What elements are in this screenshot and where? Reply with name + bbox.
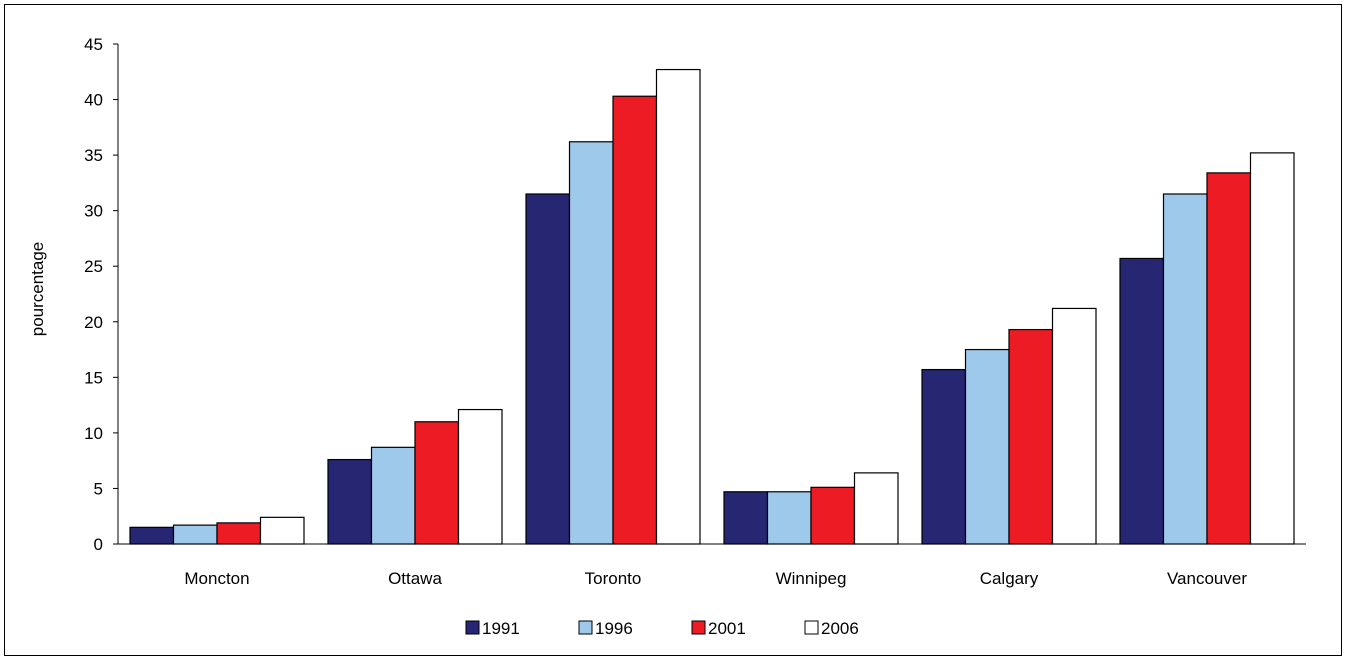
- bar-moncton-2001: [216, 522, 262, 545]
- y-tick-label: 0: [94, 535, 103, 554]
- bar-moncton-2006: [259, 516, 305, 545]
- bar-moncton-1996: [172, 524, 218, 545]
- bar-ottawa-2001: [414, 421, 460, 545]
- bar-toronto-2006: [655, 68, 701, 545]
- x-tick-label: Ottawa: [388, 569, 442, 588]
- bar-vancouver-2006: [1249, 152, 1295, 545]
- bar-toronto-1996: [568, 141, 614, 545]
- legend-swatch-1996: [578, 620, 593, 635]
- x-labels-group: Moncton Ottawa Toronto Winnipeg Calgary Vanco…: [184, 569, 1247, 588]
- bar-winnipeg-2006: [853, 472, 899, 545]
- x-tick-label: Moncton: [184, 569, 249, 588]
- bar-ottawa-1991: [327, 458, 373, 545]
- y-tick-label: 15: [84, 368, 103, 387]
- legend-swatch-2001: [691, 620, 706, 635]
- y-ticks-group: 0 5 10 15 20 25 30 35 40 45: [84, 35, 118, 554]
- bar-ottawa-2006: [457, 408, 503, 545]
- legend-label-2006: 2006: [821, 619, 859, 638]
- y-tick-label: 25: [84, 257, 103, 276]
- bar-moncton-1991: [129, 526, 175, 545]
- bars-group: [129, 68, 1295, 545]
- bar-vancouver-1991: [1119, 257, 1165, 545]
- legend-swatch-1991: [465, 620, 480, 635]
- bar-ottawa-1996: [370, 446, 416, 545]
- bar-winnipeg-1996: [766, 491, 812, 545]
- y-tick-label: 40: [84, 91, 103, 110]
- bar-calgary-2006: [1051, 307, 1097, 545]
- y-tick-label: 35: [84, 146, 103, 165]
- bar-winnipeg-1991: [723, 491, 769, 545]
- legend: 1991 1996 2001 2006: [465, 619, 859, 638]
- bar-toronto-1991: [525, 193, 571, 545]
- legend-label-1991: 1991: [482, 619, 520, 638]
- bar-calgary-1991: [921, 368, 967, 545]
- x-tick-label: Toronto: [585, 569, 642, 588]
- y-tick-label: 45: [84, 35, 103, 54]
- y-tick-label: 30: [84, 202, 103, 221]
- legend-label-1996: 1996: [595, 619, 633, 638]
- y-axis-title: pourcentage: [28, 242, 47, 337]
- y-tick-label: 5: [94, 479, 103, 498]
- x-tick-label: Calgary: [980, 569, 1039, 588]
- legend-swatch-2006: [804, 620, 819, 635]
- bar-vancouver-2001: [1206, 172, 1252, 545]
- bar-toronto-2001: [612, 95, 658, 545]
- bar-vancouver-1996: [1162, 193, 1208, 545]
- legend-label-2001: 2001: [708, 619, 746, 638]
- x-tick-label: Winnipeg: [776, 569, 847, 588]
- axes-group: [117, 44, 1306, 545]
- bar-calgary-1996: [964, 348, 1010, 545]
- bar-winnipeg-2001: [810, 486, 856, 545]
- y-tick-label: 10: [84, 424, 103, 443]
- x-tick-label: Vancouver: [1167, 569, 1247, 588]
- bar-calgary-2001: [1008, 328, 1054, 545]
- y-tick-label: 20: [84, 313, 103, 332]
